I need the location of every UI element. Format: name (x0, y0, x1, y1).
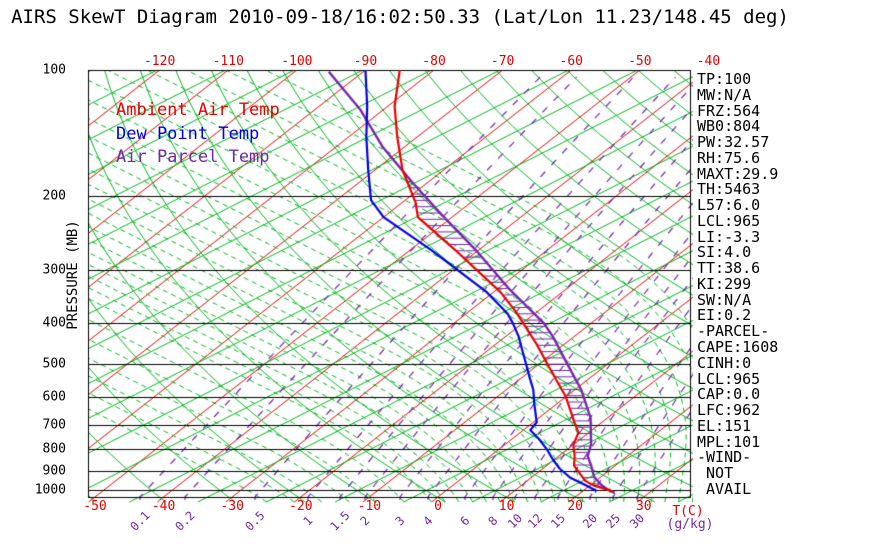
bottom-axis-label: -10 (357, 499, 382, 514)
stat-line: SI:4.0 (697, 243, 752, 262)
top-axis-label: -50 (628, 54, 652, 69)
stat-line: AVAIL (697, 479, 752, 498)
bottom-axis-label: -50 (83, 499, 107, 514)
stat-line: TP:100 (697, 70, 752, 88)
stat-line: LFC:962 (697, 401, 761, 420)
stat-line: EI:0.2 (697, 306, 752, 325)
top-axis-label: -60 (559, 54, 583, 69)
pressure-axis-title: PRESSURE (MB) (65, 220, 81, 330)
stat-line: MPL:101 (697, 432, 761, 451)
legend-ambient-air-temp: Ambient Air Temp (116, 100, 280, 120)
pressure-tick-label: 300 (42, 262, 66, 278)
pressure-tick-label: 600 (42, 389, 66, 405)
top-axis-label: -120 (143, 54, 176, 69)
legend: Ambient Air Temp Dew Point Temp Air Parc… (116, 99, 280, 170)
stat-line: PW:32.57 (697, 133, 770, 152)
legend-air-parcel-temp: Air Parcel Temp (116, 147, 270, 167)
pressure-tick-label: 500 (42, 356, 66, 372)
pressure-tick-label: 900 (42, 463, 66, 479)
stat-line: NOT (697, 464, 734, 483)
stat-line: SW:N/A (697, 290, 752, 309)
pressure-tick-label: 1000 (34, 482, 66, 498)
stat-line: TH:5463 (697, 180, 761, 199)
top-axis-label: -90 (353, 54, 378, 69)
stat-line: FRZ:564 (697, 101, 761, 120)
top-axis-label: -80 (422, 54, 446, 69)
top-axis-label: -100 (281, 54, 313, 69)
pressure-tick-label: 400 (42, 315, 66, 331)
stats-panel: TP:100 MW:N/A FRZ:564 WB0:804 PW:32.57 RH:75.… (697, 70, 779, 498)
legend-dew-point-temp: Dew Point Temp (116, 123, 260, 144)
stat-line: TT:38.6 (697, 259, 761, 278)
stat-line: LCL:965 (697, 369, 761, 388)
stat-line: CAP:0.0 (697, 385, 761, 404)
pressure-tick-label: 200 (42, 188, 66, 204)
bottom-axis-label: 20 (567, 499, 584, 514)
mixing-ratio-unit-label: (g/kg) (666, 517, 714, 532)
temperature-unit-label: T(C) (672, 504, 704, 519)
top-axis-label: -110 (212, 54, 244, 69)
bottom-axis-label: 30 (635, 499, 652, 514)
stat-line: -WIND- (697, 448, 752, 467)
pressure-tick-label: 800 (42, 441, 66, 457)
stat-line: MW:N/A (697, 85, 752, 104)
top-axis-label: -70 (490, 54, 515, 69)
bottom-axis-label: -30 (220, 499, 244, 514)
stat-line: RH:75.6 (697, 148, 761, 167)
pressure-tick-label: 700 (42, 417, 66, 433)
bottom-axis-label: 0 (434, 499, 442, 514)
pressure-tick-label: 100 (42, 62, 66, 78)
stat-line: L57:6.0 (697, 196, 761, 215)
stat-line: CINH:0 (697, 353, 752, 372)
top-axis-label: -40 (696, 54, 721, 69)
stat-line: LI:-3.3 (697, 227, 761, 246)
bottom-axis-label: -40 (151, 499, 176, 514)
bottom-axis-label: 10 (498, 499, 515, 514)
stat-line: CAPE:1608 (697, 338, 779, 357)
stat-line: KI:299 (697, 274, 752, 293)
bottom-axis-label: -20 (289, 499, 313, 514)
stat-line: WB0:804 (697, 117, 761, 136)
stat-line: MAXT:29.9 (697, 164, 779, 183)
stat-line: LCL:965 (697, 211, 761, 230)
stat-line: EL:151 (697, 416, 752, 435)
stat-line: -PARCEL- (697, 322, 770, 341)
